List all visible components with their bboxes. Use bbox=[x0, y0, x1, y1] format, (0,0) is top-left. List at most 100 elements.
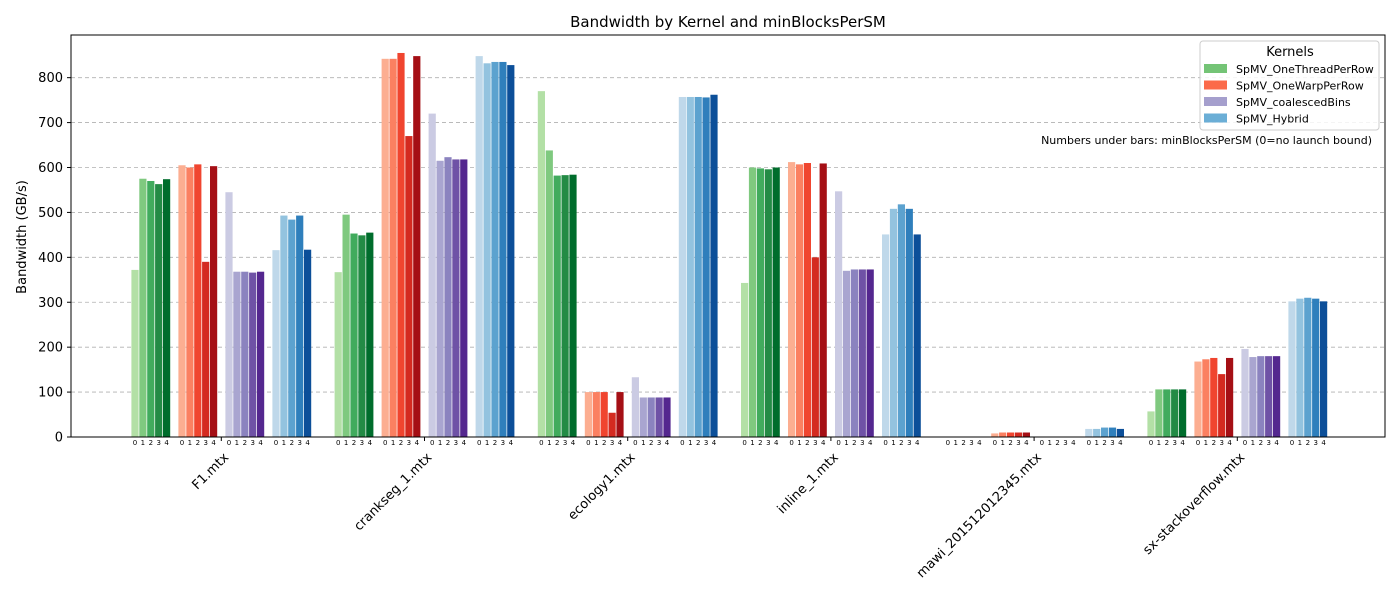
bar-sub-label: 2 bbox=[399, 439, 403, 447]
bar bbox=[1014, 432, 1023, 437]
bar bbox=[499, 61, 507, 437]
legend-entry: SpMV_OneThreadPerRow bbox=[1236, 63, 1374, 76]
bar-sub-label: 3 bbox=[203, 439, 207, 447]
bar bbox=[710, 94, 718, 438]
bar-sub-label: 4 bbox=[868, 439, 873, 447]
bar bbox=[999, 432, 1007, 437]
bar-sub-label: 0 bbox=[1149, 439, 1153, 447]
bar-sub-label: 1 bbox=[1251, 439, 1255, 447]
bar bbox=[1226, 357, 1234, 437]
bar-sub-label: 4 bbox=[571, 439, 576, 447]
bar-sub-label: 0 bbox=[133, 439, 137, 447]
bar-sub-label: 1 bbox=[891, 439, 895, 447]
bar bbox=[413, 56, 421, 438]
y-tick-label: 0 bbox=[55, 431, 63, 446]
bar bbox=[1312, 298, 1320, 437]
bar bbox=[569, 174, 577, 437]
y-tick-label: 700 bbox=[38, 116, 63, 131]
bar-sub-label: 4 bbox=[462, 439, 467, 447]
bar-sub-label: 3 bbox=[1172, 439, 1176, 447]
bar bbox=[835, 191, 843, 437]
chart-title: Bandwidth by Kernel and minBlocksPerSM bbox=[570, 13, 886, 31]
bar-sub-label: 1 bbox=[594, 439, 598, 447]
bar-sub-label: 1 bbox=[438, 439, 442, 447]
bar bbox=[452, 159, 460, 438]
bar-sub-label: 3 bbox=[1313, 439, 1317, 447]
bar-sub-label: 3 bbox=[454, 439, 458, 447]
bar bbox=[304, 249, 312, 437]
bar-sub-label: 1 bbox=[235, 439, 239, 447]
bar-sub-label: 1 bbox=[797, 439, 801, 447]
legend-entry: SpMV_OneWarpPerRow bbox=[1236, 80, 1364, 93]
legend-swatch bbox=[1204, 80, 1227, 90]
bar bbox=[694, 96, 702, 437]
bar bbox=[272, 250, 280, 437]
bar bbox=[428, 113, 436, 437]
bar-sub-label: 3 bbox=[360, 439, 364, 447]
bar-sub-label: 0 bbox=[1290, 439, 1294, 447]
bar-sub-label: 0 bbox=[946, 439, 950, 447]
bar-sub-label: 4 bbox=[258, 439, 263, 447]
bar-sub-label: 0 bbox=[742, 439, 746, 447]
legend-box bbox=[1199, 40, 1380, 131]
bar-sub-label: 0 bbox=[477, 439, 481, 447]
bar bbox=[280, 215, 288, 437]
y-tick-label: 100 bbox=[38, 386, 63, 401]
bar bbox=[397, 52, 405, 437]
bar-sub-label: 2 bbox=[493, 439, 497, 447]
chart-note: Numbers under bars: minBlocksPerSM (0=no… bbox=[1041, 134, 1372, 147]
bar-sub-label: 1 bbox=[1094, 439, 1098, 447]
bar-sub-label: 1 bbox=[188, 439, 192, 447]
bar-sub-label: 3 bbox=[1266, 439, 1270, 447]
bar bbox=[436, 160, 444, 437]
bar bbox=[342, 214, 350, 437]
legend-title: Kernels bbox=[1266, 45, 1314, 60]
bar-sub-label: 1 bbox=[485, 439, 489, 447]
bar-sub-label: 3 bbox=[704, 439, 708, 447]
bar-sub-label: 3 bbox=[1219, 439, 1223, 447]
bar bbox=[139, 178, 147, 438]
bar bbox=[147, 180, 155, 438]
bar bbox=[1163, 389, 1171, 437]
bar bbox=[616, 392, 624, 437]
bar-sub-label: 2 bbox=[602, 439, 606, 447]
bar-sub-label: 0 bbox=[1196, 439, 1200, 447]
bar bbox=[1257, 356, 1265, 437]
bar bbox=[507, 65, 515, 437]
bar bbox=[131, 269, 139, 437]
bar-sub-label: 2 bbox=[446, 439, 450, 447]
bar-sub-label: 2 bbox=[1055, 439, 1059, 447]
bar-sub-label: 1 bbox=[141, 439, 145, 447]
bar-sub-label: 2 bbox=[852, 439, 856, 447]
bar-sub-label: 1 bbox=[844, 439, 848, 447]
bar-sub-label: 3 bbox=[1063, 439, 1067, 447]
bar-sub-label: 1 bbox=[953, 439, 957, 447]
bar-sub-label: 0 bbox=[180, 439, 184, 447]
bar bbox=[155, 184, 163, 437]
bar-sub-label: 3 bbox=[156, 439, 160, 447]
bar bbox=[897, 204, 905, 437]
bar-sub-label: 2 bbox=[805, 439, 809, 447]
bar-sub-label: 4 bbox=[774, 439, 779, 447]
bar bbox=[186, 167, 194, 437]
legend-entry: SpMV_coalescedBins bbox=[1236, 96, 1351, 109]
bar bbox=[178, 165, 186, 437]
bar bbox=[1304, 297, 1312, 437]
bar bbox=[686, 96, 694, 437]
bar-sub-label: 4 bbox=[509, 439, 514, 447]
bar-sub-label: 0 bbox=[1040, 439, 1044, 447]
bar bbox=[358, 235, 366, 437]
bar bbox=[905, 208, 913, 437]
bar-sub-label: 4 bbox=[915, 439, 920, 447]
bar bbox=[381, 58, 389, 438]
bar bbox=[241, 271, 249, 437]
bar-sub-label: 4 bbox=[415, 439, 420, 447]
y-tick-label: 400 bbox=[38, 251, 63, 266]
bar bbox=[561, 175, 569, 437]
bar bbox=[163, 179, 171, 437]
bar-sub-label: 2 bbox=[1259, 439, 1263, 447]
bar bbox=[1288, 301, 1296, 437]
bar bbox=[1179, 389, 1187, 437]
bar bbox=[1249, 357, 1257, 437]
